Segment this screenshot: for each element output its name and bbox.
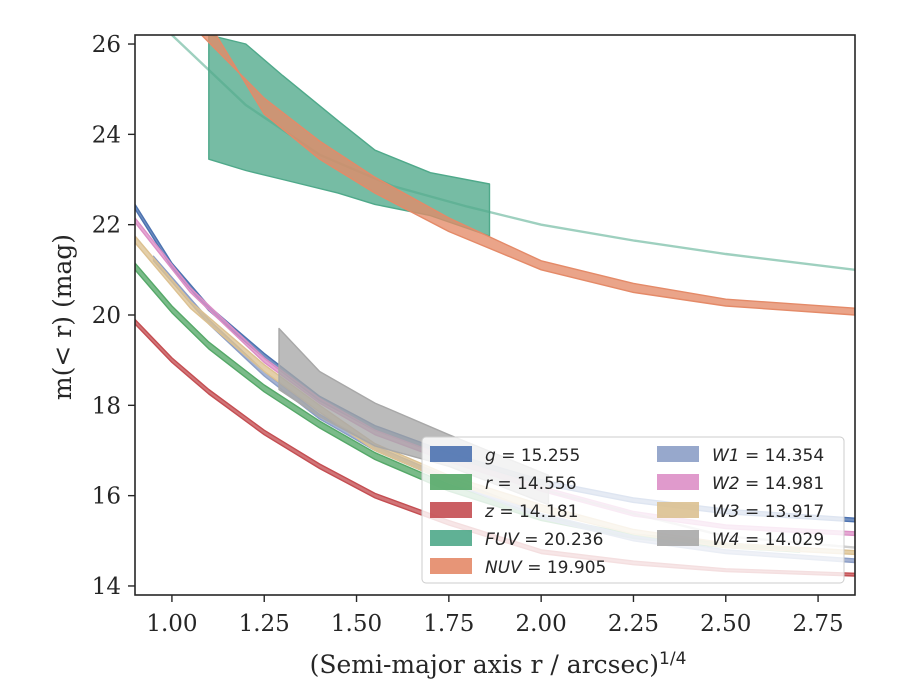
y-tick-label: 14 — [92, 574, 121, 600]
y-tick-label: 24 — [92, 122, 121, 148]
x-tick-label: 2.50 — [700, 611, 751, 637]
legend-entries: g = 15.255 r = 14.556 z = 14.181 FUV = 20.2… — [430, 446, 824, 578]
legend-swatch-w4 — [657, 530, 699, 546]
legend-label-w2: W2 = 14.981 — [712, 474, 824, 494]
y-tick-label: 20 — [92, 303, 121, 329]
x-tick-label: 1.75 — [423, 611, 474, 637]
legend-label-g: g = 15.255 — [485, 446, 580, 466]
series-fuv-band — [208, 35, 491, 237]
series-z-band — [135, 318, 855, 577]
x-axis-label: (Semi-major axis r / arcsec)1/4 — [310, 649, 687, 679]
x-tick-label: 2.25 — [608, 611, 659, 637]
legend-label-r: r = 14.556 — [485, 474, 577, 494]
y-tick-label: 18 — [92, 393, 121, 419]
legend-swatch-g — [430, 446, 472, 462]
legend-swatch-w3 — [657, 502, 699, 518]
legend-swatch-r — [430, 474, 472, 490]
y-axis-label: m(< r) (mag) — [48, 234, 77, 400]
x-tick-label: 2.00 — [516, 611, 567, 637]
series-nuv-band — [200, 35, 855, 316]
axes-layer: 1.00 1.25 1.50 1.75 2.00 2.25 2.50 2.75 14 16 18 20… — [92, 32, 844, 637]
legend-label-w4: W4 = 14.029 — [712, 530, 824, 550]
y-tick-label: 22 — [92, 213, 121, 239]
x-tick-label: 1.50 — [331, 611, 382, 637]
x-tick-label: 1.25 — [239, 611, 290, 637]
legend-label-fuv: FUV = 20.236 — [485, 530, 603, 550]
legend-label-nuv: NUV = 19.905 — [485, 558, 606, 578]
y-tick-label: 26 — [92, 32, 121, 58]
x-tick-label: 2.75 — [792, 611, 843, 637]
legend-label-z: z = 14.181 — [484, 502, 578, 522]
legend-swatch-w2 — [657, 474, 699, 490]
x-tick-label: 1.00 — [146, 611, 197, 637]
y-tick-label: 16 — [92, 484, 121, 510]
legend-swatch-w1 — [657, 446, 699, 462]
legend-frame — [421, 436, 845, 584]
legend-swatch-fuv — [430, 530, 472, 546]
legend: g = 15.255 r = 14.556 z = 14.181 FUV = 20.2… — [421, 436, 845, 584]
legend-label-w1: W1 = 14.354 — [712, 446, 824, 466]
legend-swatch-z — [430, 502, 472, 518]
legend-swatch-nuv — [430, 558, 472, 574]
legend-label-w3: W3 = 13.917 — [712, 502, 824, 522]
